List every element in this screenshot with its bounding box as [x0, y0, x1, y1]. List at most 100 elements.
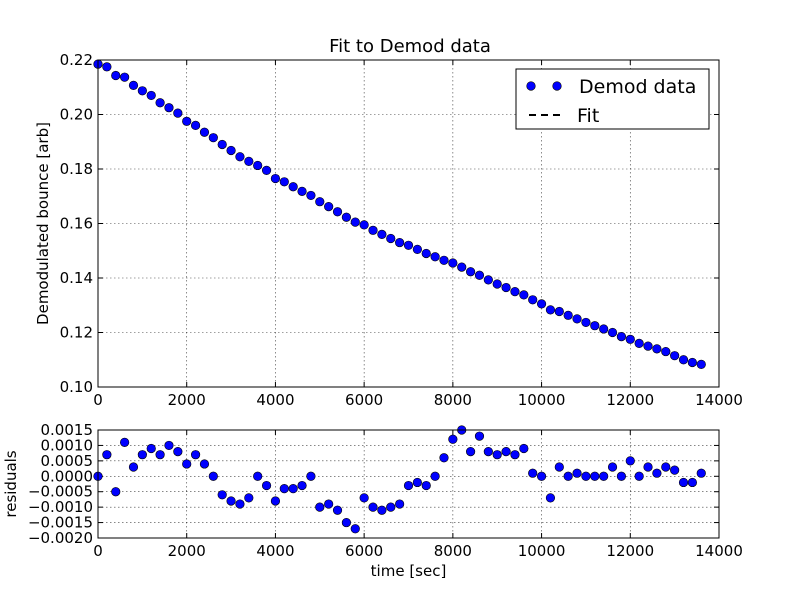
residuals-data-point	[288, 484, 298, 494]
main-data-point	[359, 220, 369, 230]
main-data-point	[687, 357, 697, 368]
residuals-data-points	[93, 425, 706, 534]
residuals-data-point	[474, 431, 485, 441]
residuals-data-point	[643, 462, 653, 472]
main-data-point	[563, 310, 573, 320]
main-data-point	[341, 212, 352, 222]
main-data-point	[377, 229, 387, 239]
main-data-point	[244, 156, 254, 166]
main-data-point	[634, 338, 644, 349]
legend-marker-demod-data	[526, 81, 562, 91]
main-x-tick-label: 6000	[345, 391, 383, 409]
residuals-y-tick-label: 0.0015	[41, 421, 94, 439]
main-data-point	[102, 62, 112, 72]
residuals-x-tick-label: 10000	[518, 542, 566, 560]
residuals-data-point	[652, 468, 662, 478]
main-data-point	[226, 145, 236, 156]
main-y-tick-label: 0.10	[60, 378, 93, 396]
main-data-point	[466, 267, 476, 277]
residuals-data-point	[661, 462, 671, 472]
main-data-point	[386, 233, 396, 244]
main-data-point	[128, 80, 139, 90]
residuals-data-point	[430, 471, 440, 481]
main-data-point	[173, 108, 183, 118]
main-data-point	[607, 327, 618, 338]
residuals-data-point	[670, 465, 680, 475]
residuals-y-axis-label: residuals	[2, 450, 20, 517]
main-data-point	[492, 279, 502, 289]
main-data-point	[581, 317, 591, 328]
residuals-data-point	[625, 456, 635, 466]
residuals-data-point	[120, 437, 130, 447]
residuals-x-tick-label: 8000	[434, 542, 472, 560]
legend-dot	[526, 81, 536, 91]
main-data-point	[519, 290, 529, 300]
main-data-point	[457, 262, 467, 272]
residuals-data-point	[270, 496, 281, 506]
main-data-point	[652, 344, 662, 354]
main-y-tick-label: 0.16	[60, 215, 93, 233]
main-data-point	[510, 287, 520, 297]
residuals-data-point	[492, 450, 502, 460]
main-data-point	[279, 177, 289, 187]
legend-label-demod-data: Demod data	[579, 76, 696, 98]
main-x-tick-label: 8000	[434, 391, 472, 409]
residuals-data-point	[155, 450, 165, 460]
main-data-points	[93, 59, 706, 369]
main-data-point	[643, 341, 653, 351]
residuals-data-point	[297, 480, 307, 491]
main-data-point	[501, 282, 511, 293]
main-data-point	[270, 173, 281, 184]
residuals-data-point	[128, 462, 139, 472]
residuals-y-tick-label: −0.0005	[28, 483, 93, 501]
main-data-point	[306, 190, 316, 201]
residuals-data-point	[111, 487, 121, 497]
main-data-point	[288, 182, 298, 192]
residuals-data-point	[510, 450, 520, 460]
legend: Demod data Fit	[515, 68, 710, 130]
residuals-data-point	[137, 450, 147, 460]
residuals-data-point	[501, 447, 511, 457]
residuals-data-point	[696, 468, 706, 478]
main-data-point	[111, 70, 121, 81]
residuals-x-tick-label: 6000	[345, 542, 383, 560]
residuals-y-tick-label: 0.0000	[41, 467, 94, 485]
residuals-data-point	[146, 443, 156, 454]
main-data-point	[528, 295, 538, 305]
main-x-tick-label: 0	[93, 391, 103, 409]
main-data-point	[625, 334, 635, 344]
residuals-data-point	[190, 450, 201, 460]
residuals-data-point	[439, 453, 449, 463]
residuals-data-point	[208, 471, 218, 481]
residuals-data-point	[678, 477, 689, 488]
main-data-point	[190, 120, 201, 130]
main-y-axis-label: Demodulated bounce [arb]	[34, 122, 52, 325]
residuals-data-point	[377, 505, 387, 515]
main-data-point	[483, 275, 493, 285]
main-ticks: 0 2000 4000 6000 8000 10000 12000 14000 0.10 0.12…	[60, 51, 743, 409]
residuals-data-point	[386, 502, 396, 512]
residuals-y-tick-label: 0.0010	[41, 436, 94, 454]
main-data-point	[199, 127, 210, 137]
main-data-point	[395, 237, 405, 248]
main-plot: Fit to Demod data 0 2000 4000 6000 8000 10000…	[34, 36, 743, 409]
main-data-point	[261, 165, 272, 175]
residuals-data-point	[226, 496, 236, 506]
residuals-data-point	[536, 471, 547, 481]
residuals-data-point	[528, 468, 538, 478]
main-data-point	[208, 133, 218, 143]
legend-dot	[552, 81, 562, 91]
main-data-point	[137, 86, 147, 96]
residuals-x-tick-label: 2000	[168, 542, 206, 560]
residuals-data-point	[235, 499, 245, 509]
residuals-data-point	[306, 471, 316, 481]
main-data-point	[590, 321, 600, 331]
residuals-data-point	[350, 524, 360, 534]
main-data-point	[599, 324, 609, 334]
residuals-y-tick-label: −0.0015	[28, 514, 93, 532]
main-data-point	[332, 207, 343, 217]
main-data-point	[439, 255, 449, 265]
main-data-point	[616, 331, 627, 342]
main-x-tick-label: 14000	[695, 391, 743, 409]
